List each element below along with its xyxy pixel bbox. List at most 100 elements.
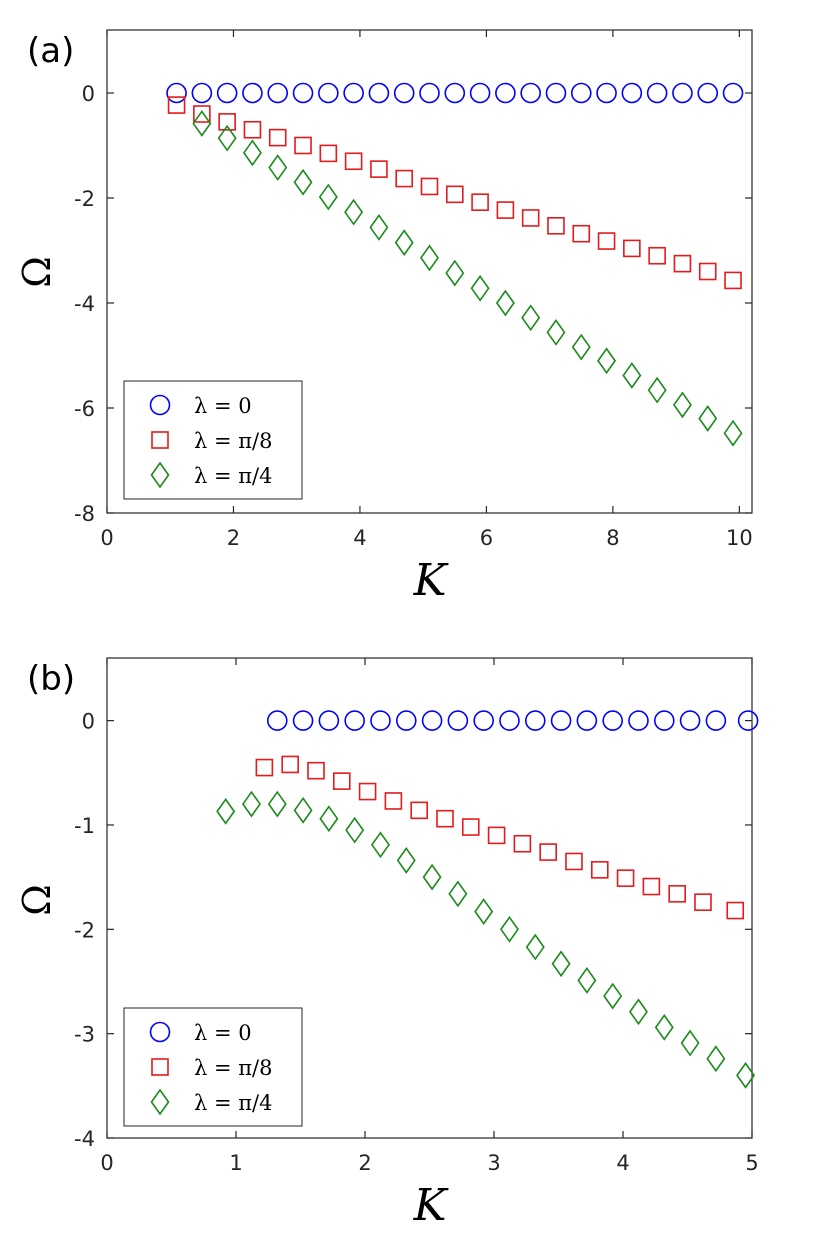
data-point [525, 933, 545, 961]
panel-label: (b) [27, 659, 75, 699]
data-point [218, 113, 236, 131]
data-point [292, 710, 314, 731]
data-point [344, 710, 365, 731]
data-point [521, 209, 540, 227]
y-tick-label: -8 [74, 502, 95, 526]
data-point [698, 262, 717, 281]
legend: λ = 0 λ = π/8 λ = π/4 [123, 1007, 303, 1127]
data-point [616, 869, 635, 887]
data-point [471, 193, 489, 211]
data-point [281, 755, 299, 774]
data-point [602, 710, 623, 731]
x-tick-label: 6 [480, 526, 493, 550]
data-point [672, 82, 693, 104]
data-point [546, 319, 566, 346]
data-point [243, 120, 262, 139]
data-point [495, 82, 516, 104]
panel-label: (a) [27, 31, 74, 71]
legend-label: λ = 0 [194, 394, 252, 418]
data-point [603, 982, 623, 1010]
data-point [268, 154, 288, 181]
data-point [422, 863, 442, 891]
series-0 [266, 710, 759, 731]
y-tick-label: -1 [74, 814, 95, 838]
data-point [436, 809, 454, 828]
data-point [191, 82, 213, 104]
data-point [628, 998, 648, 1026]
data-point [698, 405, 718, 432]
data-point [469, 82, 491, 104]
x-tick-label: 0 [100, 526, 113, 550]
data-point [370, 160, 388, 178]
data-point [410, 801, 428, 820]
data-point [551, 950, 571, 978]
data-point [461, 818, 480, 836]
y-tick-label: 0 [82, 710, 95, 734]
data-point [642, 877, 661, 896]
data-point [217, 124, 237, 152]
data-point [547, 217, 565, 235]
data-point [576, 710, 598, 731]
legend-label: λ = π/4 [194, 464, 273, 488]
data-point [445, 185, 464, 204]
legend-label: λ = π/4 [194, 1091, 273, 1115]
data-point [319, 144, 338, 163]
legend-label: λ = π/8 [194, 429, 273, 453]
data-point [628, 710, 649, 731]
data-point [572, 224, 591, 243]
legend-marker [151, 431, 169, 449]
y-axis-label: Ω [15, 256, 59, 288]
x-tick-label: 1 [229, 1151, 242, 1175]
data-point [384, 792, 403, 810]
plot-area [106, 657, 753, 1139]
data-point [445, 259, 465, 287]
data-point [344, 198, 364, 226]
x-tick-label: 0 [100, 1151, 113, 1175]
data-point [292, 82, 314, 104]
data-point [539, 843, 557, 861]
data-point [722, 82, 744, 104]
data-point [672, 391, 692, 419]
y-tick-label: -3 [74, 1023, 95, 1047]
data-point [216, 82, 238, 104]
data-point [293, 168, 313, 196]
data-point [737, 710, 759, 731]
data-point [705, 710, 727, 731]
data-point [496, 201, 515, 219]
data-point [369, 214, 389, 241]
data-point [513, 834, 532, 853]
data-point [470, 274, 490, 302]
x-tick-label: 5 [745, 1151, 758, 1175]
data-point [577, 967, 597, 994]
data-point [343, 82, 364, 104]
data-point [565, 852, 583, 871]
data-point [736, 1062, 756, 1089]
data-point [318, 82, 339, 104]
x-tick-label: 3 [487, 1151, 500, 1175]
data-point [723, 419, 743, 447]
data-point [694, 893, 712, 911]
chart-panel-b: 0 1 2 3 4 5 0 -1 -2 -3 -4 (b) K Ωλ = 0 λ = π/8 λ = π/4 [15, 657, 759, 1231]
data-point [395, 169, 414, 188]
data-point [499, 710, 520, 731]
data-point [654, 1014, 674, 1041]
data-point [668, 885, 686, 903]
legend-marker [149, 394, 171, 416]
series-1 [255, 755, 745, 920]
data-point [393, 82, 415, 104]
data-point [495, 289, 515, 317]
x-tick-label: 2 [358, 1151, 371, 1175]
legend-label: λ = π/8 [194, 1056, 273, 1080]
x-tick-label: 8 [606, 526, 619, 550]
data-point [697, 82, 719, 104]
data-point [307, 761, 325, 780]
data-point [487, 826, 506, 845]
data-point [318, 710, 340, 731]
legend: λ = 0 λ = π/8 λ = π/4 [123, 380, 303, 500]
y-tick-label: 0 [82, 82, 95, 106]
data-point [726, 901, 745, 920]
data-point [294, 136, 312, 155]
data-point [545, 82, 567, 104]
data-point [521, 304, 541, 332]
